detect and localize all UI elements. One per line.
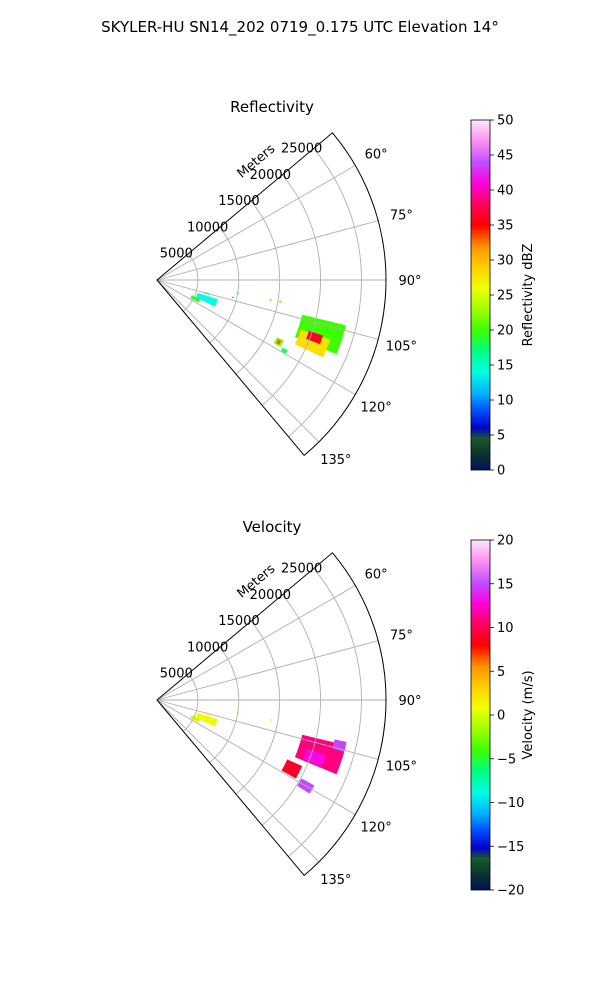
theta-tick-label: 120° bbox=[360, 401, 391, 416]
theta-tick-label: 135° bbox=[320, 873, 351, 888]
data-cell bbox=[303, 748, 327, 767]
polar-grid bbox=[156, 148, 386, 443]
colorbar-tick-label: 10 bbox=[497, 394, 514, 409]
colorbar-label: Velocity (m/s) bbox=[521, 670, 536, 759]
data-layer bbox=[190, 291, 346, 358]
colorbar-tick-label: 0 bbox=[497, 709, 505, 724]
colorbar: −20 −15 −10 −5 0 5 10 15 20 Velocity (m/s) bbox=[470, 534, 536, 899]
reflectivity-panel: Reflectivity500010000150002000025000Mete… bbox=[156, 98, 536, 479]
colorbar-tick-label: 5 bbox=[497, 665, 505, 680]
radial-tick-label: 5000 bbox=[160, 247, 193, 262]
radial-tick-label: 5000 bbox=[160, 667, 193, 682]
grid-arc bbox=[209, 227, 240, 343]
data-cell bbox=[190, 295, 201, 303]
radial-tick-label: 10000 bbox=[187, 640, 228, 655]
theta-tick-label: 135° bbox=[320, 453, 351, 468]
radial-tick-label: 20000 bbox=[250, 168, 291, 183]
theta-tick-label: 105° bbox=[386, 759, 417, 774]
data-cell bbox=[294, 314, 346, 355]
colorbar: 0 5 10 15 20 25 30 35 40 45 50 Reflectivity dBZ bbox=[470, 114, 536, 479]
figure-suptitle: SKYLER-HU SN14_202 0719_0.175 UTC Elevat… bbox=[101, 18, 499, 37]
colorbar-gradient bbox=[470, 119, 491, 471]
data-cell bbox=[276, 339, 282, 345]
colorbar-tick-label: −10 bbox=[497, 796, 524, 811]
panel-title: Velocity bbox=[243, 518, 302, 536]
grid-spoke bbox=[156, 165, 356, 281]
theta-tick-label: 60° bbox=[365, 568, 388, 583]
panel-title: Reflectivity bbox=[230, 98, 314, 116]
grid-spoke bbox=[156, 699, 320, 863]
data-cell bbox=[306, 330, 323, 345]
grid-spoke bbox=[156, 699, 379, 760]
radial-tick-label: 25000 bbox=[281, 142, 322, 157]
data-cell bbox=[195, 292, 218, 307]
data-cell bbox=[279, 300, 282, 303]
data-cell bbox=[190, 715, 201, 723]
grid-spoke bbox=[156, 279, 320, 443]
grid-arc bbox=[288, 568, 362, 857]
radial-tick-label: 10000 bbox=[187, 220, 228, 235]
colorbar-tick-label: 20 bbox=[497, 324, 514, 339]
data-layer bbox=[190, 711, 347, 794]
data-cell bbox=[294, 329, 331, 358]
theta-tick-label: 105° bbox=[386, 339, 417, 354]
colorbar-gradient bbox=[470, 539, 491, 891]
grid-spoke bbox=[156, 220, 379, 281]
sector-frame bbox=[156, 132, 387, 457]
radial-tick-label: 15000 bbox=[218, 194, 259, 209]
colorbar-tick-label: 20 bbox=[497, 534, 514, 549]
colorbar-tick-label: 5 bbox=[497, 429, 505, 444]
radial-tick-label: 15000 bbox=[218, 614, 259, 629]
data-cell bbox=[231, 296, 234, 299]
colorbar-tick-label: 30 bbox=[497, 254, 514, 269]
data-cell bbox=[281, 759, 303, 779]
colorbar-tick-label: −15 bbox=[497, 840, 524, 855]
theta-tick-label: 90° bbox=[398, 274, 421, 289]
colorbar-tick-label: 35 bbox=[497, 219, 514, 234]
colorbar-tick-label: 15 bbox=[497, 359, 514, 374]
data-cell bbox=[269, 299, 272, 301]
grid-arc bbox=[209, 647, 240, 763]
grid-spoke bbox=[156, 699, 356, 815]
grid-arc bbox=[261, 174, 322, 406]
polar-grid bbox=[156, 568, 386, 863]
grid-spoke bbox=[156, 279, 379, 340]
colorbar-tick-label: 45 bbox=[497, 149, 514, 164]
colorbar-tick-label: 0 bbox=[497, 464, 505, 479]
radial-tick-label: 20000 bbox=[250, 588, 291, 603]
colorbar-tick-label: 10 bbox=[497, 621, 514, 636]
grid-spoke bbox=[156, 640, 379, 701]
radial-tick-label: 25000 bbox=[281, 562, 322, 577]
theta-tick-label: 90° bbox=[398, 694, 421, 709]
data-cell bbox=[280, 347, 288, 354]
theta-tick-label: 120° bbox=[360, 821, 391, 836]
grid-arc bbox=[235, 200, 281, 375]
colorbar-label: Reflectivity dBZ bbox=[521, 244, 536, 347]
sector-frame bbox=[156, 552, 387, 877]
colorbar-tick-label: −5 bbox=[497, 752, 516, 767]
grid-arc bbox=[288, 148, 362, 437]
colorbar-tick-label: 25 bbox=[497, 289, 514, 304]
theta-tick-label: 75° bbox=[390, 209, 413, 224]
colorbar-tick-label: 50 bbox=[497, 114, 514, 129]
data-cell bbox=[195, 712, 218, 727]
data-cell bbox=[332, 739, 347, 752]
data-cell bbox=[269, 719, 272, 721]
colorbar-tick-label: 15 bbox=[497, 577, 514, 592]
theta-tick-label: 60° bbox=[365, 148, 388, 163]
grid-spoke bbox=[156, 585, 356, 701]
colorbar-tick-label: −20 bbox=[497, 884, 524, 899]
theta-tick-label: 75° bbox=[390, 629, 413, 644]
grid-arc bbox=[261, 594, 322, 826]
grid-spoke bbox=[156, 279, 356, 395]
grid-arc bbox=[235, 620, 281, 795]
colorbar-tick-label: 40 bbox=[497, 184, 514, 199]
